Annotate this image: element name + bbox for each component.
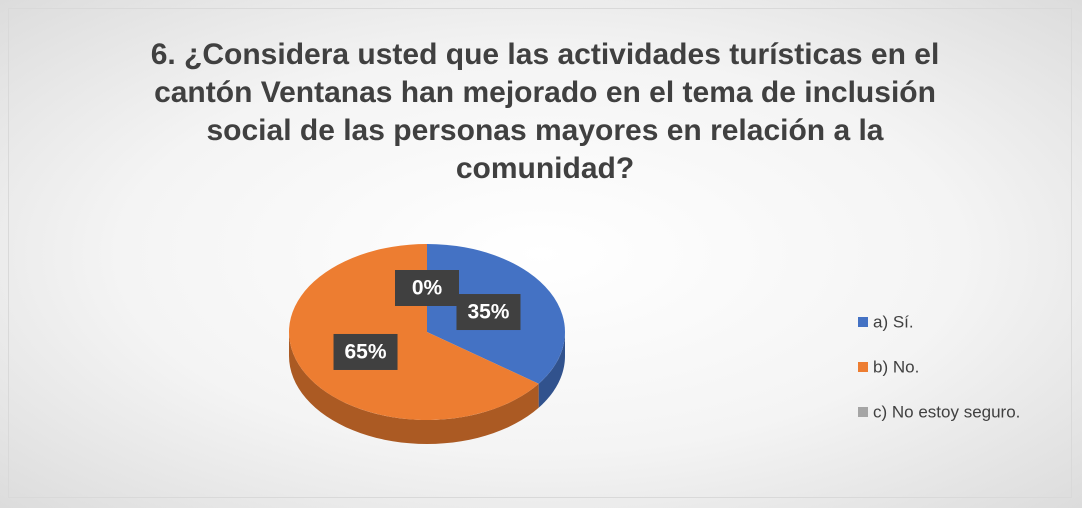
legend-label: b) No. bbox=[873, 357, 919, 376]
legend-label: a) Sí. bbox=[873, 312, 914, 331]
pie-side bbox=[538, 332, 565, 408]
pie-side bbox=[289, 332, 539, 444]
data-label: 0% bbox=[412, 277, 443, 300]
pie-slice bbox=[289, 244, 539, 420]
data-label-box bbox=[333, 333, 398, 370]
data-label-box bbox=[395, 270, 459, 306]
legend-swatch bbox=[858, 317, 868, 327]
data-label: 65% bbox=[345, 341, 387, 364]
legend-swatch bbox=[858, 407, 868, 417]
data-label: 35% bbox=[467, 301, 509, 324]
chart-frame bbox=[8, 8, 1072, 498]
chart-title: 6. ¿Considera usted que las actividades … bbox=[150, 38, 940, 185]
legend-swatch bbox=[858, 362, 868, 372]
legend-label: c) No estoy seguro. bbox=[873, 402, 1020, 421]
data-label-box bbox=[456, 294, 521, 331]
